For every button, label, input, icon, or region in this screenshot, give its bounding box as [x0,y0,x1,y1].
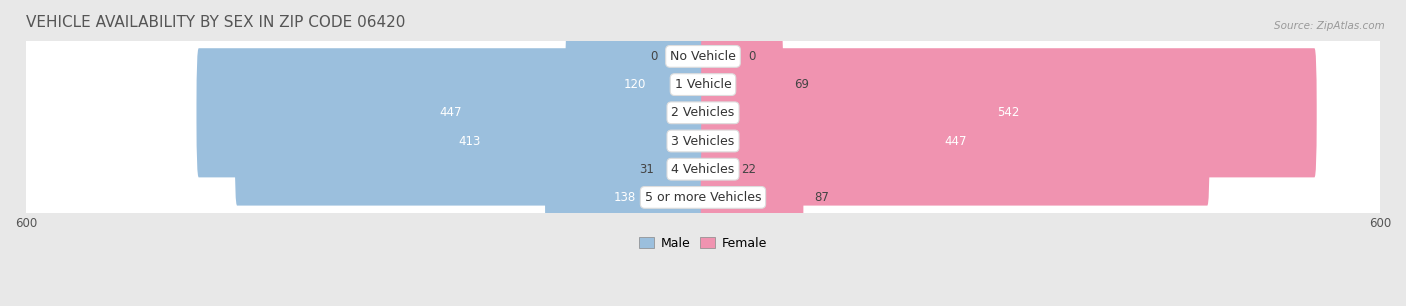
Text: 0: 0 [748,50,755,63]
FancyBboxPatch shape [8,0,1398,306]
Text: 87: 87 [814,191,830,204]
Text: 2 Vehicles: 2 Vehicles [672,106,734,119]
Text: 1 Vehicle: 1 Vehicle [675,78,731,91]
Text: 120: 120 [624,78,647,91]
Text: 447: 447 [440,106,463,119]
FancyBboxPatch shape [565,20,706,149]
FancyBboxPatch shape [8,0,1398,265]
FancyBboxPatch shape [8,0,1398,293]
Text: 4 Vehicles: 4 Vehicles [672,163,734,176]
Text: 5 or more Vehicles: 5 or more Vehicles [645,191,761,204]
Text: 542: 542 [997,106,1019,119]
Text: 31: 31 [640,163,654,176]
FancyBboxPatch shape [700,76,1209,206]
FancyBboxPatch shape [700,133,803,262]
Text: 413: 413 [458,135,481,147]
Text: Source: ZipAtlas.com: Source: ZipAtlas.com [1274,21,1385,32]
FancyBboxPatch shape [8,17,1398,306]
Text: No Vehicle: No Vehicle [671,50,735,63]
Legend: Male, Female: Male, Female [634,232,772,255]
FancyBboxPatch shape [700,20,783,149]
FancyBboxPatch shape [197,48,706,177]
FancyBboxPatch shape [700,105,730,234]
Text: 22: 22 [741,163,756,176]
FancyBboxPatch shape [666,105,706,234]
Text: 0: 0 [651,50,658,63]
FancyBboxPatch shape [8,0,1398,237]
Text: 69: 69 [794,78,810,91]
FancyBboxPatch shape [546,133,706,262]
Text: VEHICLE AVAILABILITY BY SEX IN ZIP CODE 06420: VEHICLE AVAILABILITY BY SEX IN ZIP CODE … [27,15,405,30]
FancyBboxPatch shape [700,48,1316,177]
Text: 447: 447 [943,135,966,147]
Text: 3 Vehicles: 3 Vehicles [672,135,734,147]
FancyBboxPatch shape [8,0,1398,306]
FancyBboxPatch shape [235,76,706,206]
Text: 138: 138 [614,191,637,204]
